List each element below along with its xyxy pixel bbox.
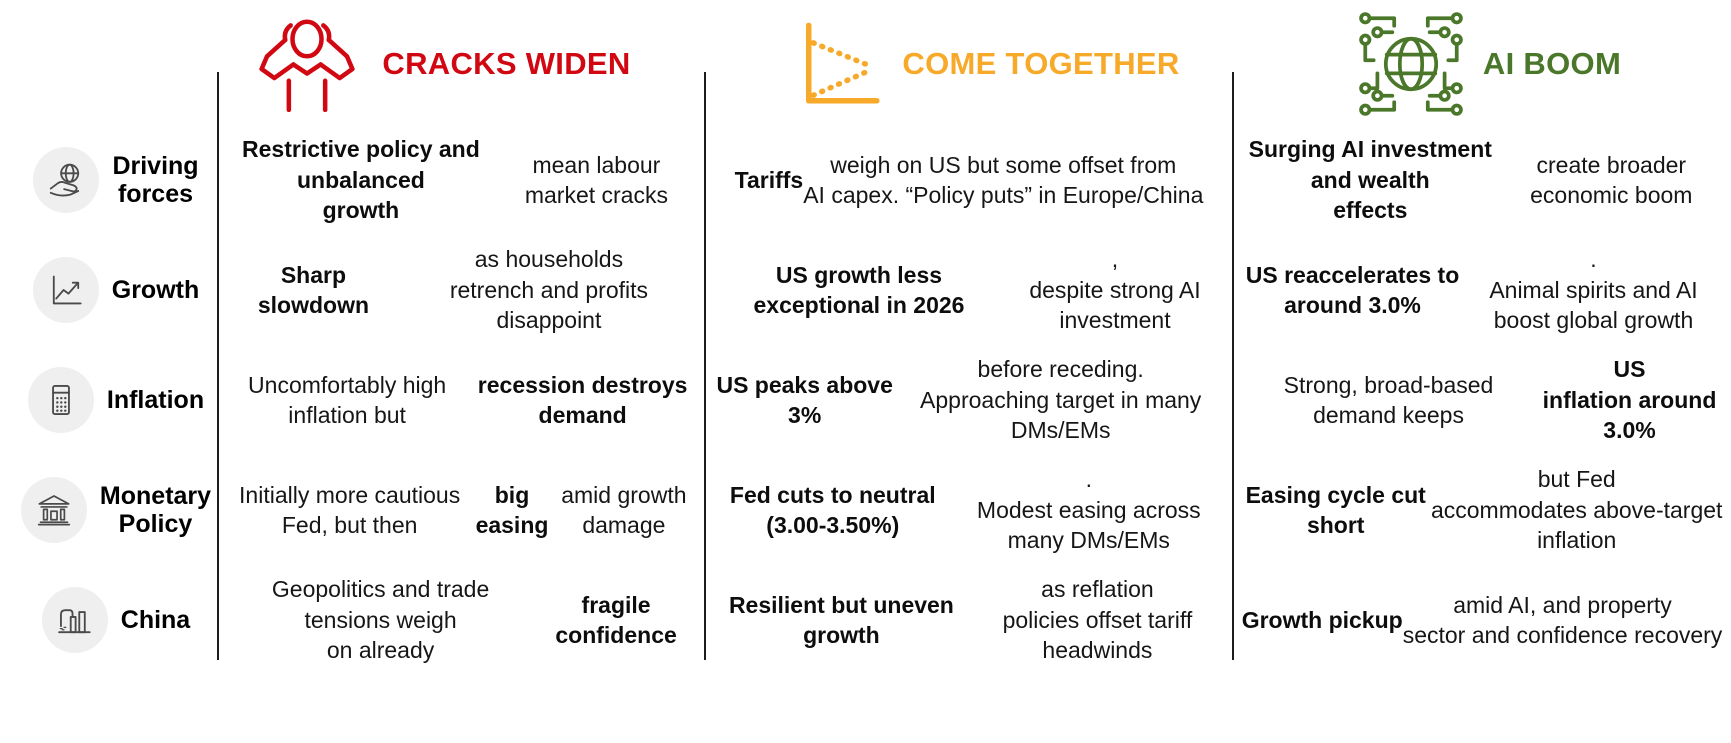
row-label: Growth <box>111 276 200 304</box>
cell-cometogether-growth: US growth less exceptional in 2026, desp… <box>753 246 1201 334</box>
cell-aiboom-monetary-policy: Easing cycle cut short but Fed accommoda… <box>1245 466 1723 554</box>
cell-cracks-growth: Sharp slowdown as households retrench an… <box>257 246 649 334</box>
line-chart-icon <box>32 257 99 323</box>
scenario-title: AI BOOM <box>1482 46 1622 81</box>
hand-holding-globe-icon <box>33 147 100 213</box>
cell-aiboom-inflation: Strong, broad-based demand keeps US infl… <box>1283 356 1717 444</box>
column-divider <box>217 72 219 660</box>
row-label: China <box>120 606 191 634</box>
row-header-inflation: Inflation <box>0 345 218 455</box>
row-label: Inflation <box>106 386 205 414</box>
scenario-title: COME TOGETHER <box>902 46 1180 81</box>
cell-cracks-china: Geopolitics and trade tensions weigh on … <box>271 576 677 664</box>
comparison-grid: Driving forces Restrictive policy and un… <box>0 125 1731 675</box>
globe-circuit-icon <box>1355 8 1467 120</box>
row-header-monetary-policy: Monetary Policy <box>0 455 218 565</box>
cell-aiboom-growth: US reaccelerates to around 3.0%. Animal … <box>1245 246 1698 334</box>
cell-cracks-inflation: Uncomfortably high inflation but recessi… <box>248 371 688 428</box>
column-divider <box>704 72 706 660</box>
calculator-icon <box>27 367 94 433</box>
row-header-growth: Growth <box>0 235 218 345</box>
scenario-header-cracks-widen: CRACKS WIDEN <box>196 0 683 128</box>
cell-aiboom-china: Growth pickup amid AI, and property sect… <box>1241 591 1723 648</box>
cell-cracks-driving-forces: Restrictive policy and unbalanced growth… <box>242 136 668 224</box>
row-header-china: China <box>0 565 218 675</box>
row-label: Monetary Policy <box>99 482 212 538</box>
factory-icon <box>41 587 108 653</box>
cell-cometogether-monetary-policy: Fed cuts to neutral (3.00-3.50%). Modest… <box>729 466 1201 554</box>
row-header-driving-forces: Driving forces <box>0 125 218 235</box>
scenario-header-row: CRACKS WIDEN COME TOGETHER <box>218 0 1731 128</box>
converging-trend-lines-icon <box>794 16 886 112</box>
person-head-in-hands-icon <box>248 16 366 112</box>
cell-cometogether-china: Resilient but uneven growth as reflation… <box>728 576 1193 664</box>
cell-cometogether-inflation: US peaks above 3% before receding. Appro… <box>716 356 1202 444</box>
scenario-header-come-together: COME TOGETHER <box>723 0 1251 128</box>
scenario-title: CRACKS WIDEN <box>382 46 631 81</box>
bank-icon <box>20 477 87 543</box>
scenario-header-ai-boom: AI BOOM <box>1239 0 1731 128</box>
cell-aiboom-driving-forces: Surging AI investment and wealth effects… <box>1248 136 1693 224</box>
cell-cracks-monetary-policy: Initially more cautious Fed, but then bi… <box>239 481 687 538</box>
row-label: Driving forces <box>112 152 199 208</box>
cell-cometogether-driving-forces: Tariffs weigh on US but some offset from… <box>734 151 1204 208</box>
column-divider <box>1232 72 1234 660</box>
